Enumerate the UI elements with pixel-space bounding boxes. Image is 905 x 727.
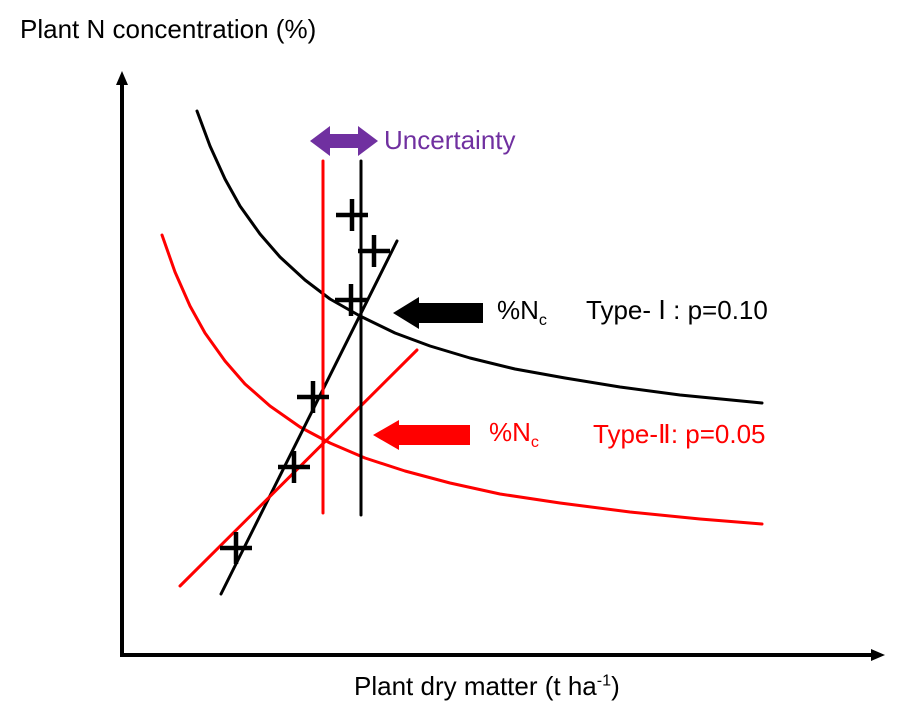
observations-marker-1: [336, 199, 368, 231]
observations-marker-5: [278, 451, 310, 483]
x-axis-title: Plant dry matter (t ha-1): [354, 671, 620, 702]
nc-label-type2-subscript: c: [530, 433, 539, 452]
nc-label-type2: %Nc: [489, 417, 539, 452]
uncertainty-label: Uncertainty: [384, 125, 516, 155]
x-axis-title-text: Plant dry matter (t ha: [354, 671, 597, 701]
type2-label: Type-Ⅱ: p=0.05: [593, 419, 766, 449]
type2-critical-curve: [160, 233, 764, 526]
x-axis-title-close: ): [611, 671, 620, 701]
observations-marker-6: [220, 532, 252, 564]
uncertainty-range-arrow: [310, 126, 378, 156]
nc-label-type1-subscript: c: [538, 311, 547, 330]
observations-marker-4: [297, 381, 329, 413]
y-axis-title: Plant N concentration (%): [20, 14, 317, 44]
observations-marker-3: [335, 284, 367, 316]
type1-label: Type- Ⅰ : p=0.10: [586, 295, 768, 325]
x-axis-title-superscript: -1: [596, 671, 612, 690]
nc-type2-pointer-arrow: [373, 420, 470, 450]
nc-type1-pointer-arrow: [393, 297, 483, 329]
observations-marker-2: [358, 235, 390, 267]
nc-label-type1: %Nc: [497, 295, 547, 330]
type1-regression-line: [219, 239, 399, 596]
nc-label-type2-text: %N: [489, 417, 531, 447]
nc-label-type1-text: %N: [497, 295, 539, 325]
